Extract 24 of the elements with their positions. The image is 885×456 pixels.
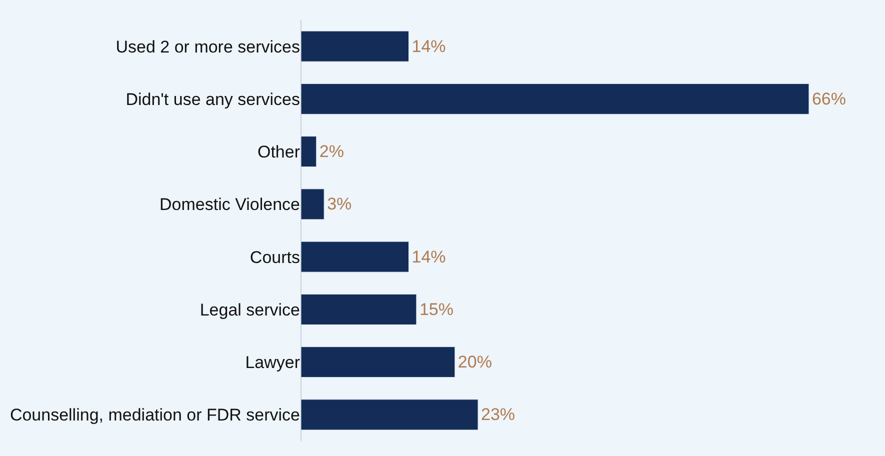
- bar: [301, 346, 456, 378]
- data-label: 3%: [327, 194, 352, 214]
- data-label: 20%: [458, 352, 492, 372]
- bar: [301, 294, 417, 325]
- y-tick-label: Domestic Violence: [160, 195, 300, 214]
- y-tick-label: Counselling, mediation or FDR service: [10, 406, 300, 425]
- bar: [301, 399, 478, 430]
- y-tick-label: Didn't use any services: [126, 90, 300, 109]
- data-label: 66%: [812, 89, 846, 108]
- y-tick-label: Lawyer: [245, 353, 300, 372]
- y-tick-label: Courts: [250, 248, 300, 267]
- bar: [301, 30, 409, 62]
- bar: [301, 83, 810, 114]
- bar: [301, 136, 317, 168]
- y-tick-label: Legal service: [200, 300, 300, 320]
- data-label: 2%: [319, 142, 344, 162]
- data-label: 23%: [481, 405, 516, 424]
- data-label: 15%: [419, 300, 454, 319]
- bar: [301, 188, 324, 220]
- bar: [301, 241, 409, 272]
- y-tick-label: Used 2 or more services: [116, 37, 300, 56]
- data-label: 14%: [412, 247, 446, 266]
- data-label: 14%: [412, 36, 446, 56]
- y-tick-label: Other: [257, 142, 300, 162]
